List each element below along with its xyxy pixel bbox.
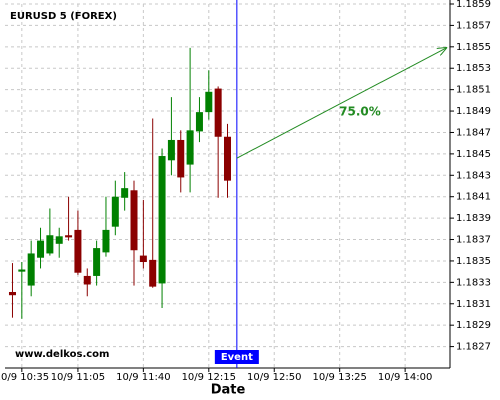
chart-title: EURUSD 5 (FOREX) [10,11,117,22]
candle-body [158,156,166,284]
y-tick-label: 1.1847 [456,127,491,138]
watermark: www.delkos.com [15,349,109,360]
x-tick-label: 10/9 13:25 [312,372,366,383]
candle-body [102,229,110,253]
candle-body [65,235,73,238]
y-tick-label: 1.1835 [456,256,491,267]
candle-body [18,269,26,272]
y-tick-label: 1.1831 [456,299,491,310]
forecast-arrow [236,48,446,159]
y-tick-label: 1.1833 [456,277,491,288]
candle-body [93,248,101,276]
y-tick-label: 1.1839 [456,213,491,224]
y-tick-label: 1.1851 [456,85,491,96]
y-tick-label: 1.1837 [456,235,491,246]
candle-body [195,112,203,132]
y-tick-label: 1.1829 [456,320,491,331]
y-tick-label: 1.1843 [456,170,491,181]
candle-body [8,291,16,296]
candle-body [55,236,63,244]
y-tick-label: 1.1859 [456,0,491,10]
candle-body [130,190,138,251]
candle-body [205,91,213,113]
candle-body [214,88,222,137]
x-tick-label: 10/9 11:05 [51,372,105,383]
candle-body [149,259,157,287]
candle-body [83,275,91,285]
event-box [214,350,259,364]
x-tick-label: 10/9 12:15 [182,372,236,383]
candle-body [74,229,82,273]
x-axis-label: Date [211,383,246,398]
marks [8,47,231,319]
y-tick-label: 1.1855 [456,42,491,53]
candle-body [46,235,54,254]
candle-body [121,188,129,198]
candle-body [111,196,119,227]
y-tick-label: 1.1857 [456,20,491,31]
x-tick-label: 10/9 14:00 [378,372,432,383]
event-label: Event [221,352,253,363]
y-tick-label: 1.1849 [456,106,491,117]
candle-body [167,139,175,161]
x-tick-label: 10/9 10:35 [0,372,49,383]
y-tick-label: 1.1845 [456,149,491,160]
candle-body [27,253,35,286]
forecast-label: 75.0% [339,105,381,119]
x-tick-label: 10/9 12:50 [247,372,301,383]
y-tick-label: 1.1853 [456,63,491,74]
candle-body [37,240,45,258]
candle-body [186,130,194,165]
x-tick-label: 10/9 11:40 [116,372,170,383]
y-tick-label: 1.1841 [456,192,491,203]
candle-body [177,139,185,178]
y-tick-label: 1.1827 [456,342,491,353]
candle-body [224,136,231,181]
candle-body [139,255,147,263]
